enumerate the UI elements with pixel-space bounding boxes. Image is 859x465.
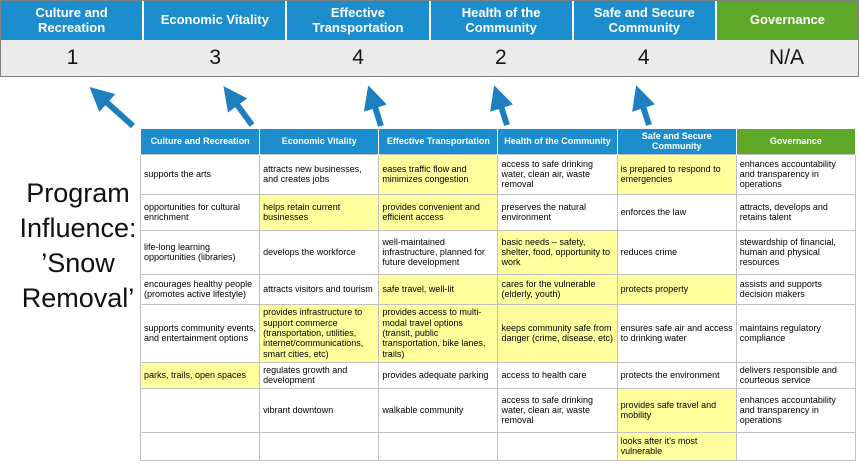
matrix-cell-6-2: walkable community [378, 387, 499, 433]
arrow-icon-safe [632, 85, 655, 126]
program-title: Program Influence: ’Snow Removal’ [19, 178, 137, 314]
matrix-cell-0-2: eases traffic flow and minimizes congest… [378, 153, 499, 195]
pillar-score-2: 4 [352, 46, 364, 69]
matrix-header-5: Governance [735, 128, 857, 155]
pillar-header-2: Effective Transportation [287, 1, 431, 40]
matrix-cell-1-5: attracts, develops and retains talent [735, 193, 857, 231]
matrix-row-7: looks after it's most vulnerable [139, 431, 857, 461]
matrix-cell-5-0: parks, trails, open spaces [139, 361, 261, 389]
matrix-header-row: Culture and Recreation Economic Vitality E… [139, 128, 857, 155]
pillar-header-row: Culture and Recreation Economic Vitality E… [1, 1, 859, 40]
matrix-cell-5-5: delivers responsible and courteous servi… [735, 361, 857, 389]
matrix-cell-5-3: access to health care [497, 361, 618, 389]
arrow-icon-health [490, 85, 513, 126]
matrix-header-1: Economic Vitality [259, 128, 380, 155]
pillar-score-banner: Culture and Recreation Economic Vitality E… [0, 0, 859, 77]
matrix-cell-1-4: enforces the law [616, 193, 737, 231]
influence-arrows [89, 85, 655, 129]
pillar-score-5: N/A [769, 46, 805, 69]
matrix-header-0: Culture and Recreation [139, 128, 261, 155]
matrix-row-5: parks, trails, open spaces regulates grow… [139, 361, 857, 389]
matrix-cell-7-5 [735, 431, 857, 461]
matrix-row-0: supports the arts attracts new businesses… [139, 153, 857, 195]
matrix-cell-6-0 [139, 387, 261, 433]
pillar-score-3: 2 [495, 46, 507, 69]
matrix-cell-0-4: is prepared to respond to emergencies [616, 153, 737, 195]
matrix-cell-1-1: helps retain current businesses [259, 193, 380, 231]
matrix-cell-6-5: enhances accountability and transparency… [735, 387, 857, 433]
matrix-cell-6-1: vibrant downtown [259, 387, 380, 433]
arrow-icon-culture [89, 86, 136, 129]
matrix-cell-6-4: provides safe travel and mobility [616, 387, 737, 433]
matrix-header-4: Safe and Secure Community [616, 128, 737, 155]
pillar-header-3: Health of the Community [430, 1, 574, 40]
matrix-cell-1-2: provides convenient and efficient access [378, 193, 499, 231]
matrix-cell-2-2: well-maintained infrastructure, planned … [378, 229, 499, 275]
matrix-cell-7-4: looks after it's most vulnerable [616, 431, 737, 461]
matrix-row-1: opportunities for cultural enrichment hel… [139, 193, 857, 231]
matrix-cell-4-2: provides access to multi-modal travel op… [378, 303, 499, 363]
matrix-cell-1-0: opportunities for cultural enrichment [139, 193, 261, 231]
score-row: 1 3 4 2 4 N/A [1, 40, 858, 76]
matrix-cell-4-0: supports community events, and entertain… [139, 303, 261, 363]
pillar-score-1: 3 [209, 46, 222, 69]
matrix-cell-7-3 [497, 431, 618, 461]
matrix-cell-3-2: safe travel, well-lit [378, 273, 499, 305]
matrix-table: Culture and Recreation Economic Vitality E… [139, 128, 857, 461]
matrix-cell-2-3: basic needs – safety, shelter, food, opp… [497, 229, 618, 275]
matrix-cell-0-0: supports the arts [139, 153, 261, 195]
matrix-cell-4-3: keeps community safe from danger (crime,… [497, 303, 618, 363]
matrix-cell-5-2: provides adequate parking [378, 361, 499, 389]
matrix-row-2: life-long learning opportunities (librar… [139, 229, 857, 275]
matrix-cell-6-3: access to safe drinking water, clean air… [497, 387, 618, 433]
pillar-header-1: Economic Vitality [144, 1, 288, 40]
matrix-cell-3-4: protects property [616, 273, 737, 305]
matrix-cell-2-5: stewardship of financial, human and phys… [735, 229, 857, 275]
matrix-cell-5-4: protects the environment [616, 361, 737, 389]
pillar-header-4: Safe and Secure Community [573, 1, 717, 40]
matrix-wrap: Culture and Recreation Economic Vitality E… [139, 128, 857, 461]
matrix-cell-3-0: encourages healthy people (promotes acti… [139, 273, 261, 305]
matrix-row-3: encourages healthy people (promotes acti… [139, 273, 857, 305]
matrix-cell-3-1: attracts visitors and tourism [259, 273, 380, 305]
matrix-cell-0-3: access to safe drinking water, clean air… [497, 153, 618, 195]
matrix-cell-5-1: regulates growth and development [259, 361, 380, 389]
matrix-header-3: Health of the Community [497, 128, 618, 155]
matrix-row-6: vibrant downtown walkable community access… [139, 387, 857, 433]
matrix-cell-7-2 [378, 431, 499, 461]
matrix-cell-3-5: assists and supports decision makers [735, 273, 857, 305]
matrix-header-2: Effective Transportation [378, 128, 499, 155]
arrow-icon-transportation [363, 85, 387, 127]
matrix-cell-7-0 [139, 431, 261, 461]
matrix-cell-4-4: ensures safe air and access to drinking … [616, 303, 737, 363]
matrix-body: supports the arts attracts new businesses… [139, 153, 857, 461]
matrix-cell-1-3: preserves the natural environment [497, 193, 618, 231]
pillar-score-4: 4 [637, 46, 650, 69]
matrix-cell-3-3: cares for the vulnerable (elderly, youth… [497, 273, 618, 305]
matrix-cell-2-0: life-long learning opportunities (librar… [139, 229, 261, 275]
matrix-cell-2-4: reduces crime [616, 229, 737, 275]
pillar-header-0: Culture and Recreation [1, 1, 145, 40]
pillar-score-0: 1 [66, 46, 79, 69]
matrix-cell-2-1: develops the workforce [259, 229, 380, 275]
matrix-cell-4-5: maintains regulatory compliance [735, 303, 857, 363]
matrix-cell-0-1: attracts new businesses, and creates job… [259, 153, 380, 195]
matrix-cell-7-1 [259, 431, 380, 461]
arrow-icon-economic [223, 86, 255, 127]
matrix-cell-4-1: provides infrastructure to support comme… [259, 303, 380, 363]
pillar-header-5: Governance [716, 1, 859, 40]
matrix-cell-0-5: enhances accountability and transparency… [735, 153, 857, 195]
matrix-row-4: supports community events, and entertain… [139, 303, 857, 363]
